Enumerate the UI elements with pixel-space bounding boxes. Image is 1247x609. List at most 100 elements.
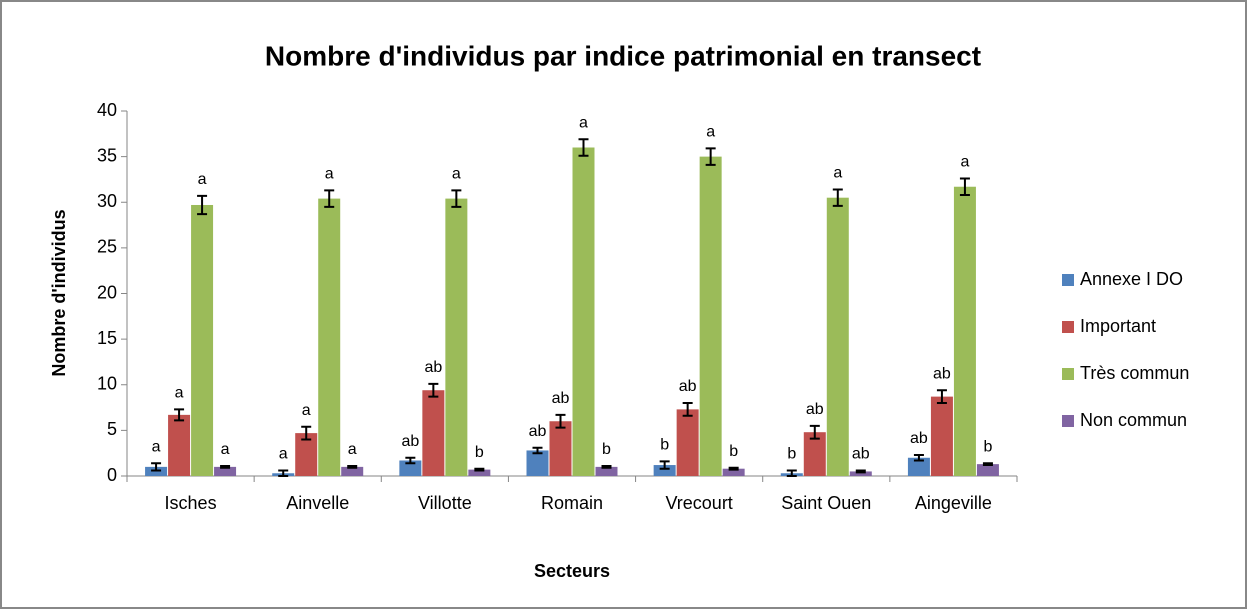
bar: [653, 465, 676, 476]
error-bar: [174, 408, 185, 422]
error-bar: [555, 413, 566, 429]
bar: [976, 464, 999, 476]
bar: [295, 433, 318, 476]
error-bar: [728, 466, 739, 471]
y-tick-label: 5: [107, 419, 117, 439]
bar: [168, 414, 191, 476]
error-bar: [659, 460, 670, 470]
significance-label: ab: [424, 359, 442, 376]
chart-title: Nombre d'individus par indice patrimonia…: [265, 40, 981, 71]
significance-label: b: [660, 437, 669, 454]
significance-label: a: [960, 154, 969, 171]
significance-label: a: [452, 166, 461, 183]
bar: [722, 468, 745, 476]
error-bar: [832, 188, 843, 207]
significance-label: ab: [529, 423, 547, 440]
y-tick-label: 40: [97, 100, 117, 120]
error-bar: [682, 402, 693, 417]
bar: [445, 198, 468, 476]
y-tick-label: 20: [97, 282, 117, 302]
significance-label: a: [221, 441, 230, 458]
bar: [826, 197, 849, 476]
significance-label: b: [983, 438, 992, 455]
bar: [526, 450, 549, 476]
significance-label: b: [602, 441, 611, 458]
error-bar: [151, 462, 162, 472]
x-tick-label: Romain: [541, 493, 603, 513]
y-tick-label: 25: [97, 237, 117, 257]
error-bar: [855, 469, 866, 474]
error-bar: [959, 177, 970, 196]
bar: [803, 432, 826, 476]
bar: [341, 466, 364, 476]
error-bar: [578, 138, 589, 157]
x-axis-label: Secteurs: [534, 561, 610, 581]
significance-label: ab: [552, 390, 570, 407]
error-bar: [197, 194, 208, 216]
significance-label: a: [325, 166, 334, 183]
y-tick-label: 15: [97, 328, 117, 348]
error-bar: [532, 446, 543, 455]
bar: [676, 409, 699, 476]
bar: [318, 198, 341, 476]
x-tick-label: Isches: [165, 493, 217, 513]
significance-label: a: [833, 165, 842, 182]
x-tick-label: Ainvelle: [286, 493, 349, 513]
legend-swatch: [1062, 274, 1074, 286]
bar: [468, 469, 491, 476]
error-bar: [220, 464, 231, 469]
x-tick-label: Saint Ouen: [781, 493, 871, 513]
significance-label: a: [302, 402, 311, 419]
bar: [849, 471, 872, 476]
bar: [572, 147, 595, 476]
bar: [549, 421, 572, 476]
bar: [595, 466, 618, 476]
error-bar: [347, 464, 358, 469]
legend-label: Non commun: [1080, 410, 1187, 430]
significance-label: ab: [910, 430, 928, 447]
error-bar: [705, 147, 716, 166]
x-tick-label: Villotte: [418, 493, 472, 513]
legend-label: Annexe I DO: [1080, 269, 1183, 289]
x-tick-label: Vrecourt: [665, 493, 732, 513]
error-bar: [451, 189, 462, 208]
legend-swatch: [1062, 321, 1074, 333]
significance-label: a: [175, 385, 184, 402]
bar: [214, 466, 237, 476]
bar: [422, 390, 445, 476]
error-bar: [405, 456, 416, 465]
significance-label: a: [152, 438, 161, 455]
x-tick-label: Aingeville: [915, 493, 992, 513]
error-bar: [301, 425, 312, 441]
significance-label: ab: [852, 446, 870, 463]
error-bar: [982, 462, 993, 467]
y-tick-label: 0: [107, 465, 117, 485]
error-bar: [324, 189, 335, 208]
legend-swatch: [1062, 368, 1074, 380]
significance-label: a: [579, 115, 588, 132]
significance-label: b: [475, 444, 484, 461]
bar: [953, 186, 976, 477]
error-bar: [913, 454, 924, 462]
significance-label: ab: [933, 365, 951, 382]
significance-label: b: [787, 446, 796, 463]
significance-label: a: [706, 124, 715, 141]
error-bar: [428, 382, 439, 398]
legend-swatch: [1062, 415, 1074, 427]
error-bar: [936, 389, 947, 404]
legend-label: Très commun: [1080, 363, 1189, 383]
significance-label: a: [279, 446, 288, 463]
bar: [699, 156, 722, 476]
bar: [930, 396, 953, 476]
error-bar: [809, 424, 820, 440]
significance-label: b: [729, 443, 738, 460]
significance-label: ab: [806, 401, 824, 418]
y-tick-label: 30: [97, 191, 117, 211]
significance-label: ab: [679, 378, 697, 395]
y-axis-label: Nombre d'individus: [49, 209, 69, 376]
y-tick-label: 10: [97, 374, 117, 394]
error-bar: [601, 464, 612, 469]
y-tick-label: 35: [97, 145, 117, 165]
error-bar: [474, 467, 485, 472]
